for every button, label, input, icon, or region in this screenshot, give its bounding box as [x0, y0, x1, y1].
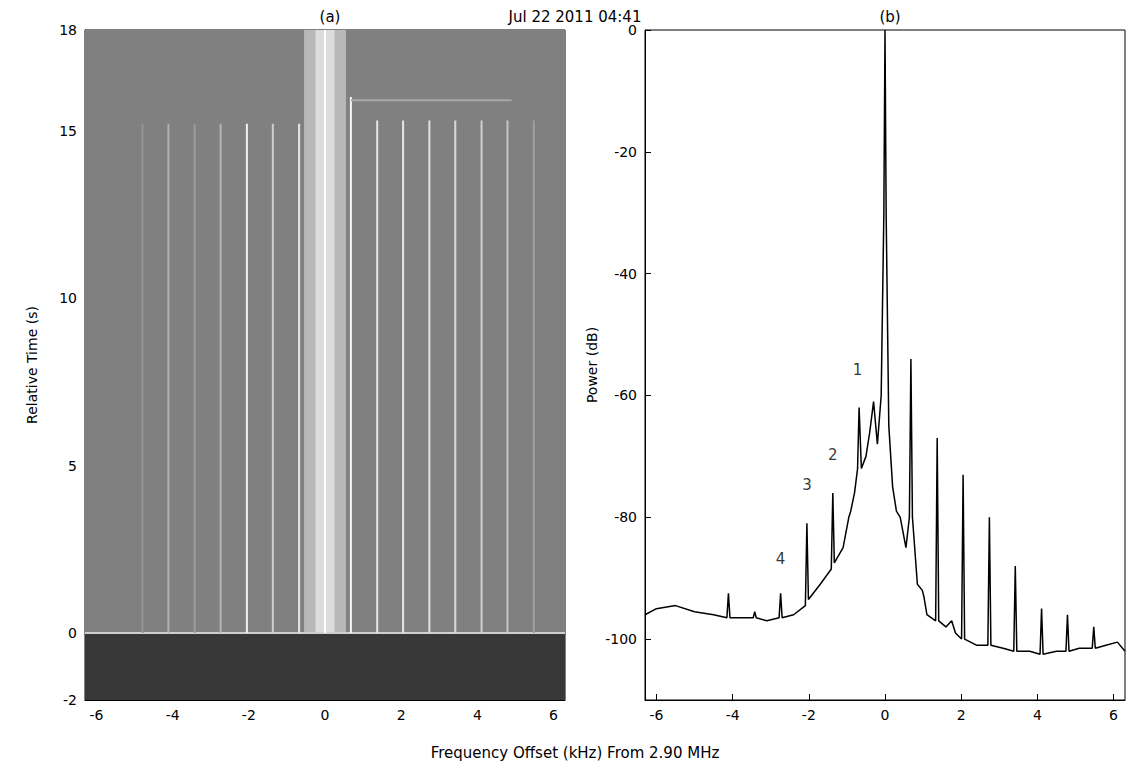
svg-text:-2: -2 [802, 707, 816, 723]
svg-text:3: 3 [802, 476, 812, 494]
svg-text:6: 6 [549, 707, 558, 723]
svg-text:2: 2 [828, 446, 838, 464]
svg-text:1: 1 [853, 361, 863, 379]
svg-text:0: 0 [628, 22, 637, 38]
svg-text:0: 0 [321, 707, 330, 723]
svg-text:15: 15 [59, 123, 77, 139]
svg-text:-80: -80 [614, 509, 637, 525]
svg-text:18: 18 [59, 22, 77, 38]
svg-text:0: 0 [881, 707, 890, 723]
svg-text:6: 6 [1109, 707, 1118, 723]
svg-text:(a): (a) [320, 8, 341, 26]
svg-text:-20: -20 [614, 144, 637, 160]
svg-text:-40: -40 [614, 266, 637, 282]
svg-text:2: 2 [397, 707, 406, 723]
svg-text:-6: -6 [649, 707, 663, 723]
svg-text:2: 2 [957, 707, 966, 723]
svg-text:5: 5 [68, 458, 77, 474]
svg-text:-6: -6 [89, 707, 103, 723]
svg-text:Jul 22 2011 04:41: Jul 22 2011 04:41 [508, 8, 642, 26]
svg-text:Relative Time (s): Relative Time (s) [24, 306, 40, 424]
svg-text:-60: -60 [614, 387, 637, 403]
svg-text:0: 0 [68, 625, 77, 641]
svg-text:4: 4 [473, 707, 482, 723]
svg-text:(b): (b) [879, 8, 900, 26]
svg-text:Frequency Offset (kHz) From 2.: Frequency Offset (kHz) From 2.90 MHz [431, 744, 720, 762]
svg-text:-4: -4 [726, 707, 740, 723]
svg-text:4: 4 [1033, 707, 1042, 723]
svg-text:-100: -100 [605, 631, 637, 647]
svg-text:10: 10 [59, 290, 77, 306]
svg-text:4: 4 [776, 550, 786, 568]
svg-text:Power (dB): Power (dB) [584, 327, 600, 403]
svg-text:-2: -2 [63, 692, 77, 708]
svg-text:-2: -2 [242, 707, 256, 723]
svg-text:-4: -4 [166, 707, 180, 723]
